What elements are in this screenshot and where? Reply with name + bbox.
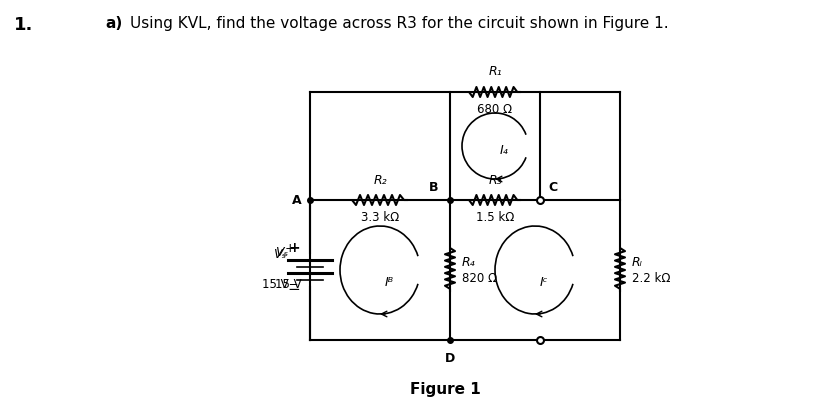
Text: Rₗ: Rₗ bbox=[632, 256, 643, 269]
Text: B: B bbox=[429, 181, 438, 194]
Text: Figure 1: Figure 1 bbox=[410, 382, 481, 397]
Text: R₂: R₂ bbox=[373, 174, 387, 187]
Text: 1.5 kΩ: 1.5 kΩ bbox=[476, 211, 514, 224]
Text: Using KVL, find the voltage across R3 for the circuit shown in Figure 1.: Using KVL, find the voltage across R3 fo… bbox=[130, 16, 669, 31]
Text: R₃: R₃ bbox=[488, 174, 502, 187]
Text: 15 V−: 15 V− bbox=[262, 277, 298, 291]
Text: 15 V: 15 V bbox=[275, 277, 302, 291]
Text: 1.: 1. bbox=[14, 16, 33, 34]
Text: 3.3 kΩ: 3.3 kΩ bbox=[361, 211, 399, 224]
Text: R₄: R₄ bbox=[462, 256, 476, 269]
Text: Iᶜ: Iᶜ bbox=[540, 276, 548, 289]
Text: A: A bbox=[293, 193, 302, 206]
Text: −: − bbox=[288, 281, 300, 296]
Text: I₄: I₄ bbox=[500, 145, 509, 158]
Text: Vₛ: Vₛ bbox=[273, 248, 287, 261]
Text: Vₛ: Vₛ bbox=[275, 246, 288, 259]
Text: 820 Ω: 820 Ω bbox=[462, 271, 497, 284]
Text: C: C bbox=[548, 181, 557, 194]
Text: R₁: R₁ bbox=[488, 65, 502, 78]
Text: Iᴮ: Iᴮ bbox=[385, 276, 394, 289]
Text: +: + bbox=[285, 241, 295, 254]
Text: D: D bbox=[445, 352, 455, 365]
Text: 2.2 kΩ: 2.2 kΩ bbox=[632, 271, 670, 284]
Text: +: + bbox=[288, 241, 300, 255]
Text: a): a) bbox=[105, 16, 122, 31]
Text: 680 Ω: 680 Ω bbox=[477, 103, 512, 116]
